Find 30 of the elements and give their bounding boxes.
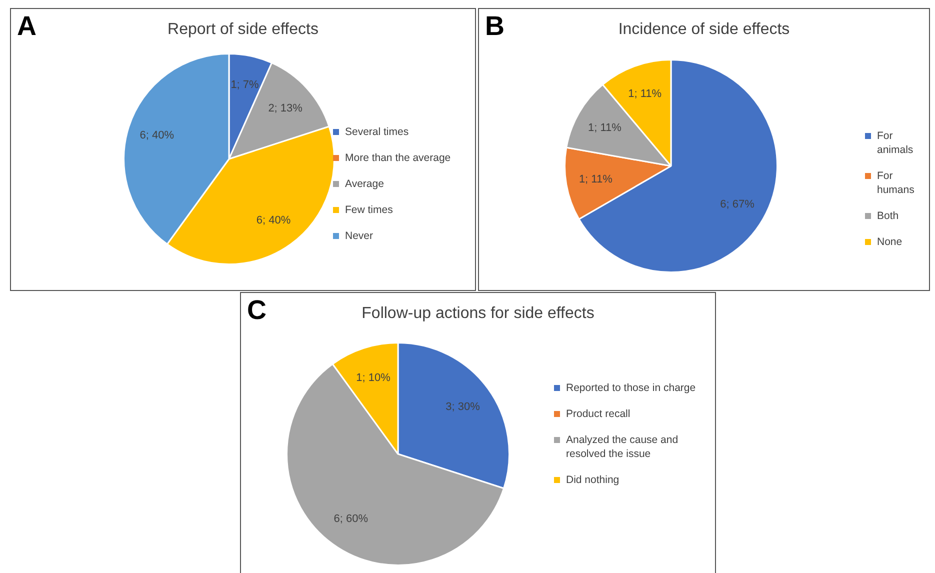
legend-label: Few times <box>345 203 393 217</box>
legend-label: None <box>877 235 902 249</box>
data-label: 6; 60% <box>334 512 368 525</box>
text: C <box>247 295 266 326</box>
data-label: 1; 11% <box>578 173 613 186</box>
legend-label: For animals <box>877 129 914 157</box>
text: B <box>485 11 504 42</box>
legend-label: Average <box>345 177 384 191</box>
data-label: 1; 11% <box>628 88 662 100</box>
legend-label: For humans <box>877 169 916 197</box>
data-label: 6; 67% <box>720 198 755 210</box>
legend-label: Did nothing <box>566 473 620 487</box>
data-label: 6; 40% <box>256 214 291 226</box>
data-label: 1; 11% <box>588 122 622 134</box>
text: A <box>17 11 36 42</box>
legend-label: Never <box>345 229 374 243</box>
legend-label: More than the average <box>345 151 451 165</box>
legend-label: Both <box>877 209 899 223</box>
data-label: 6; 40% <box>140 130 174 142</box>
legend-label: Reported to those in charge <box>566 381 696 395</box>
chart-title: Follow-up actions for side effects <box>362 305 594 322</box>
chart-title: Report of side effects <box>168 21 318 38</box>
data-label: 3; 30% <box>446 400 480 413</box>
legend-label: Product recall <box>566 407 630 421</box>
legend-label: Several times <box>345 125 409 139</box>
chart-title: Incidence of side effects <box>618 21 790 38</box>
data-label: 1; 7% <box>230 78 260 91</box>
data-label: 2; 13% <box>268 102 303 114</box>
data-label: 1; 10% <box>356 372 391 384</box>
legend-label: Analyzed the cause and resolved the issue <box>566 433 680 461</box>
